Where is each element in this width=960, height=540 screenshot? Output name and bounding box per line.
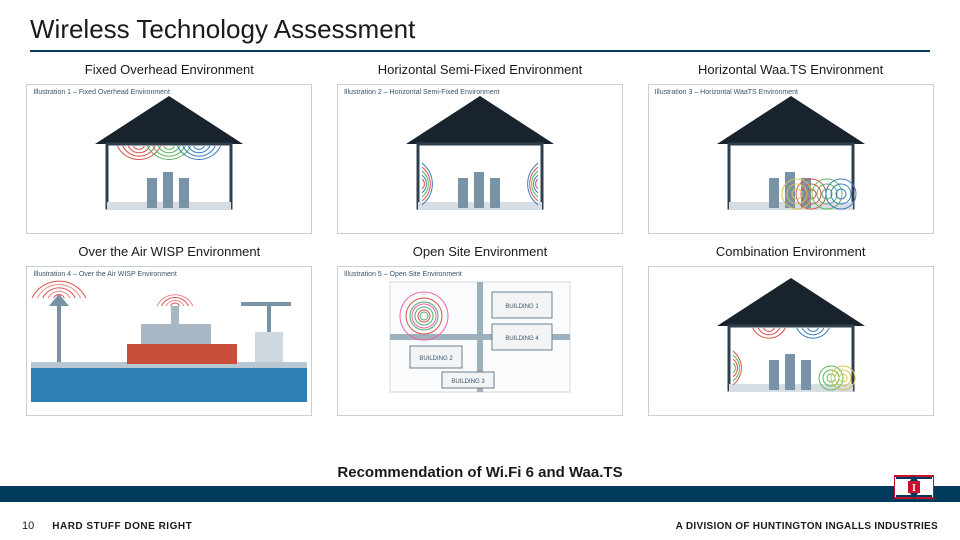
grid-cell: Horizontal Waa.TS Environment Illustratio… xyxy=(643,62,938,234)
illustration-panel: Illustration 1 – Fixed Overhead Environm… xyxy=(26,84,312,234)
cell-label: Horizontal Semi-Fixed Environment xyxy=(378,62,582,78)
page-number: 10 xyxy=(22,520,34,532)
slide: Wireless Technology Assessment Fixed Ove… xyxy=(0,0,960,540)
cell-label: Horizontal Waa.TS Environment xyxy=(698,62,883,78)
title-rule xyxy=(30,50,930,52)
grid-cell: Horizontal Semi-Fixed Environment Illustr… xyxy=(333,62,628,234)
grid-cell: Combination Environment xyxy=(643,244,938,416)
tagline: HARD STUFF DONE RIGHT xyxy=(52,521,192,532)
grid-cell: Open Site Environment Illustration 5 – Op… xyxy=(333,244,628,416)
svg-text:BUILDING 1: BUILDING 1 xyxy=(505,304,539,310)
division-text: A DIVISION OF HUNTINGTON INGALLS INDUSTR… xyxy=(676,521,938,532)
illustration-panel: Illustration 5 – Open Site Environment B… xyxy=(337,266,623,416)
illustration-svg xyxy=(380,90,580,225)
svg-text:BUILDING 4: BUILDING 4 xyxy=(505,336,539,342)
illustration-panel: Illustration 4 – Over the Air WISP Envir… xyxy=(26,266,312,416)
page-title: Wireless Technology Assessment xyxy=(30,14,415,45)
svg-text:BUILDING 2: BUILDING 2 xyxy=(419,356,453,362)
footer: 10 HARD STUFF DONE RIGHT A DIVISION OF H… xyxy=(0,512,960,540)
illustration-svg: BUILDING 1 BUILDING 4 BUILDING 2 BUILDIN… xyxy=(380,272,580,407)
illustration-panel: Illustration 2 – Horizontal Semi-Fixed E… xyxy=(337,84,623,234)
illustration-svg xyxy=(691,90,891,225)
panel-grid: Fixed Overhead Environment Illustration 1… xyxy=(22,62,938,416)
cell-label: Fixed Overhead Environment xyxy=(85,62,254,78)
recommendation-text: Recommendation of Wi.Fi 6 and Waa.TS xyxy=(337,464,622,481)
cell-label: Combination Environment xyxy=(716,244,866,260)
footer-band xyxy=(0,486,960,502)
illustration-svg xyxy=(31,272,307,407)
company-logo: I xyxy=(894,470,934,504)
grid-cell: Fixed Overhead Environment Illustration 1… xyxy=(22,62,317,234)
cell-label: Over the Air WISP Environment xyxy=(78,244,260,260)
grid-cell: Over the Air WISP Environment Illustratio… xyxy=(22,244,317,416)
footer-left: 10 HARD STUFF DONE RIGHT xyxy=(22,520,192,532)
illustration-svg xyxy=(691,272,891,407)
svg-text:BUILDING 3: BUILDING 3 xyxy=(451,379,485,385)
svg-text:I: I xyxy=(912,483,916,494)
cell-label: Open Site Environment xyxy=(413,244,547,260)
illustration-panel xyxy=(648,266,934,416)
recommendation-bar: Recommendation of Wi.Fi 6 and Waa.TS xyxy=(0,464,960,486)
illustration-panel: Illustration 3 – Horizontal WaaTS Enviro… xyxy=(648,84,934,234)
illustration-svg xyxy=(69,90,269,225)
